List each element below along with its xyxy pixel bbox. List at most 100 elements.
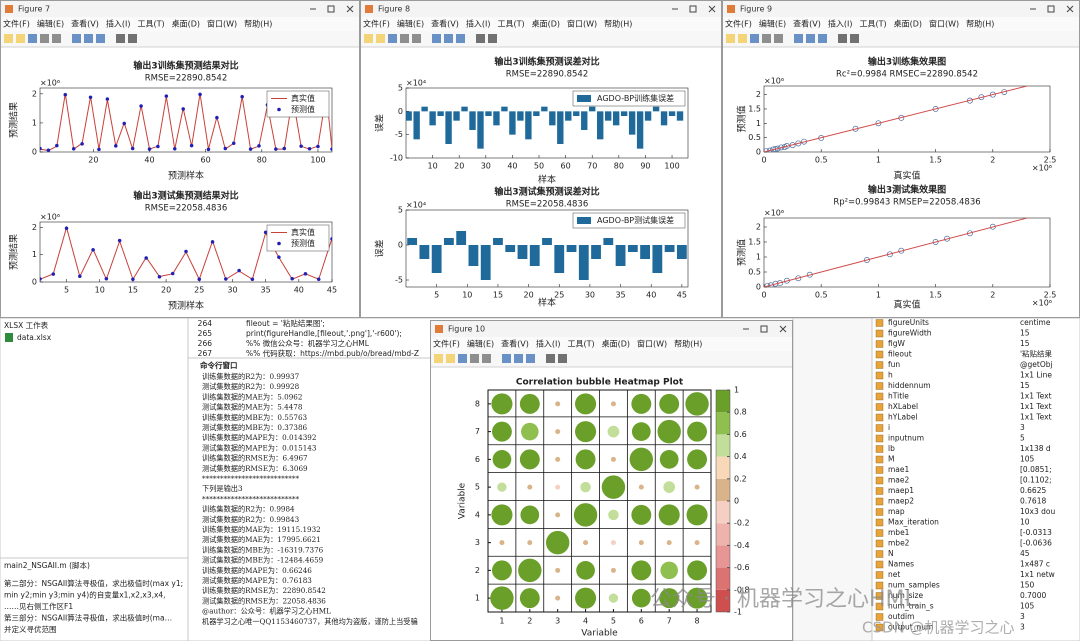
menu-item[interactable]: 窗口(W) bbox=[567, 19, 597, 29]
close-button[interactable] bbox=[779, 325, 787, 333]
menu-item[interactable]: 文件(F) bbox=[363, 19, 390, 29]
toolbar-button[interactable] bbox=[850, 34, 859, 43]
menu-item[interactable]: 帮助(H) bbox=[966, 19, 994, 29]
variable-name[interactable]: Names bbox=[888, 560, 914, 569]
toolbar-button[interactable] bbox=[838, 34, 847, 43]
toolbar-button[interactable] bbox=[762, 34, 771, 43]
variable-name[interactable]: num_train_s bbox=[888, 602, 934, 611]
variable-name[interactable]: inputnum bbox=[888, 434, 924, 443]
toolbar-button[interactable] bbox=[456, 34, 465, 43]
toolbar-button[interactable] bbox=[806, 34, 815, 43]
menu-item[interactable]: 编辑(E) bbox=[759, 19, 786, 29]
variable-name[interactable]: mbe2 bbox=[888, 539, 910, 548]
toolbar-button[interactable] bbox=[726, 34, 735, 43]
toolbar-button[interactable] bbox=[72, 34, 81, 43]
menu-item[interactable]: 文件(F) bbox=[725, 19, 752, 29]
close-button[interactable] bbox=[346, 5, 354, 13]
variable-name[interactable]: hTitle bbox=[888, 392, 909, 401]
variable-name[interactable]: net bbox=[888, 570, 900, 579]
variable-name[interactable]: lb bbox=[888, 444, 895, 453]
toolbar-button[interactable] bbox=[558, 354, 567, 363]
variable-name[interactable]: mae2 bbox=[888, 476, 910, 485]
variable-name[interactable]: hYLabel bbox=[888, 413, 918, 422]
menu-item[interactable]: 桌面(D) bbox=[172, 19, 200, 29]
menu-item[interactable]: 文件(F) bbox=[433, 339, 460, 349]
toolbar-button[interactable] bbox=[488, 34, 497, 43]
menu-item[interactable]: 插入(I) bbox=[106, 19, 131, 29]
menu-item[interactable]: 工具(T) bbox=[859, 20, 886, 29]
variable-name[interactable]: i bbox=[888, 423, 890, 432]
toolbar-button[interactable] bbox=[364, 34, 373, 43]
menu-item[interactable]: 查看(V) bbox=[501, 339, 529, 349]
variable-name[interactable]: mbe1 bbox=[888, 528, 910, 537]
toolbar-button[interactable] bbox=[116, 34, 125, 43]
menu-item[interactable]: 编辑(E) bbox=[37, 19, 64, 29]
variable-name[interactable]: N bbox=[888, 549, 894, 558]
file-name[interactable]: data.xlsx bbox=[17, 333, 52, 342]
variable-name[interactable]: h bbox=[888, 371, 893, 380]
variable-name[interactable]: map bbox=[888, 507, 905, 516]
toolbar-button[interactable] bbox=[476, 34, 485, 43]
variable-name[interactable]: figureWidth bbox=[888, 329, 932, 338]
toolbar-button[interactable] bbox=[16, 34, 25, 43]
toolbar-button[interactable] bbox=[84, 34, 93, 43]
variable-name[interactable]: figureUnits bbox=[888, 318, 929, 327]
maximize-button[interactable] bbox=[327, 5, 335, 13]
toolbar-button[interactable] bbox=[376, 34, 385, 43]
menu-item[interactable]: 查看(V) bbox=[793, 19, 821, 29]
menu-item[interactable]: 桌面(D) bbox=[602, 339, 630, 349]
toolbar-button[interactable] bbox=[96, 34, 105, 43]
menu-item[interactable]: 帮助(H) bbox=[674, 339, 702, 349]
toolbar-button[interactable] bbox=[774, 34, 783, 43]
menu-item[interactable]: 桌面(D) bbox=[894, 19, 922, 29]
variable-name[interactable]: Max_iteration bbox=[888, 518, 939, 527]
menu-item[interactable]: 窗口(W) bbox=[207, 19, 237, 29]
variable-name[interactable]: figW bbox=[888, 339, 905, 348]
toolbar-button[interactable] bbox=[4, 34, 13, 43]
toolbar-button[interactable] bbox=[388, 34, 397, 43]
menu-item[interactable]: 工具(T) bbox=[567, 340, 594, 349]
menu-item[interactable]: 插入(I) bbox=[466, 19, 491, 29]
toolbar-button[interactable] bbox=[128, 34, 137, 43]
toolbar-button[interactable] bbox=[400, 34, 409, 43]
toolbar-button[interactable] bbox=[818, 34, 827, 43]
variable-name[interactable]: M bbox=[888, 455, 894, 464]
menu-item[interactable]: 窗口(W) bbox=[637, 339, 667, 349]
variable-name[interactable]: num_size bbox=[888, 591, 923, 600]
toolbar-button[interactable] bbox=[514, 354, 523, 363]
variable-name[interactable]: output_num bbox=[888, 623, 933, 632]
variable-name[interactable]: maep1 bbox=[888, 486, 914, 495]
maximize-button[interactable] bbox=[760, 325, 768, 333]
close-button[interactable] bbox=[708, 5, 716, 13]
toolbar-button[interactable] bbox=[482, 354, 491, 363]
menu-item[interactable]: 帮助(H) bbox=[604, 19, 632, 29]
variable-name[interactable]: maep2 bbox=[888, 497, 914, 506]
variable-name[interactable]: hiddennum bbox=[888, 381, 931, 390]
variable-name[interactable]: outdim bbox=[888, 612, 914, 621]
toolbar-button[interactable] bbox=[546, 354, 555, 363]
menu-item[interactable]: 查看(V) bbox=[71, 19, 99, 29]
toolbar-button[interactable] bbox=[434, 354, 443, 363]
variable-name[interactable]: fun bbox=[888, 360, 900, 369]
toolbar-button[interactable] bbox=[446, 354, 455, 363]
menu-item[interactable]: 插入(I) bbox=[828, 19, 853, 29]
menu-item[interactable]: 桌面(D) bbox=[532, 19, 560, 29]
variable-name[interactable]: mae1 bbox=[888, 465, 910, 474]
maximize-button[interactable] bbox=[689, 5, 697, 13]
menu-item[interactable]: 编辑(E) bbox=[467, 339, 494, 349]
close-button[interactable] bbox=[1066, 5, 1074, 13]
variable-name[interactable]: fileout bbox=[888, 350, 912, 359]
toolbar-button[interactable] bbox=[794, 34, 803, 43]
menu-item[interactable]: 工具(T) bbox=[137, 20, 164, 29]
menu-item[interactable]: 插入(I) bbox=[536, 339, 561, 349]
toolbar-button[interactable] bbox=[750, 34, 759, 43]
menu-item[interactable]: 编辑(E) bbox=[397, 19, 424, 29]
toolbar-button[interactable] bbox=[738, 34, 747, 43]
toolbar-button[interactable] bbox=[526, 354, 535, 363]
variable-name[interactable]: hXLabel bbox=[888, 402, 918, 411]
toolbar-button[interactable] bbox=[432, 34, 441, 43]
menu-item[interactable]: 查看(V) bbox=[431, 19, 459, 29]
toolbar-button[interactable] bbox=[444, 34, 453, 43]
toolbar-button[interactable] bbox=[40, 34, 49, 43]
toolbar-button[interactable] bbox=[502, 354, 511, 363]
